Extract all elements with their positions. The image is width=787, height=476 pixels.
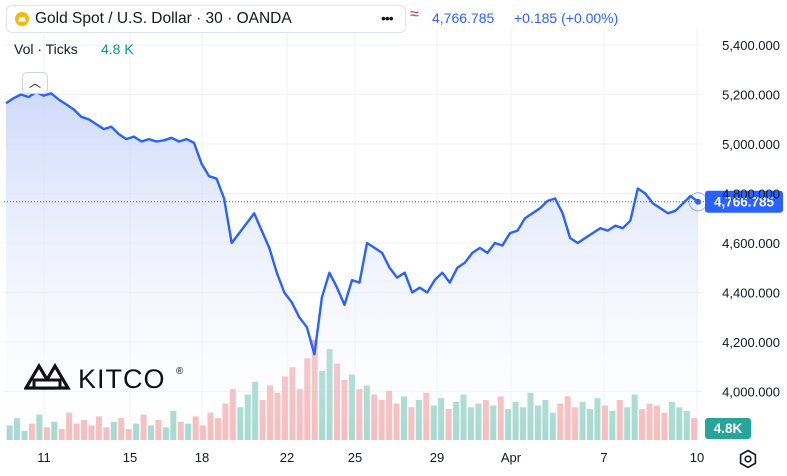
- x-tick-label: 25: [348, 450, 362, 465]
- volume-tag: [705, 418, 751, 439]
- price-line: [5, 90, 699, 356]
- last-price-dot: [695, 198, 701, 205]
- y-tick-label: 4,800.000: [722, 187, 780, 202]
- volume-tag-label: 4.8K: [714, 421, 743, 436]
- wave-icon[interactable]: ≈: [410, 6, 419, 23]
- x-tick-label: 15: [123, 450, 137, 465]
- svg-text:®: ®: [176, 366, 184, 377]
- x-tick-label: 11: [37, 450, 51, 465]
- x-tick-label: 10: [690, 450, 704, 465]
- y-tick-label: 4,400.000: [722, 286, 780, 301]
- kitco-logo-mark: KITCO ®: [23, 362, 184, 394]
- last-price-tag-label: 4,766.785: [714, 195, 775, 210]
- y-tick-label: 4,600.000: [722, 236, 780, 251]
- y-tick-label: 5,000.000: [722, 137, 780, 152]
- volume-legend-label[interactable]: Vol · Ticks: [14, 41, 78, 57]
- x-tick-label: Apr: [501, 450, 522, 465]
- last-price-value: 4,766.785: [432, 10, 495, 26]
- kitco-logo: KITCO ®: [23, 360, 194, 399]
- y-tick-label: 4,000.000: [722, 385, 780, 400]
- more-dots-icon[interactable]: •••: [381, 10, 394, 26]
- price-area: [6, 92, 698, 440]
- gear-icon[interactable]: [738, 449, 758, 469]
- gold-bar-icon: [15, 12, 29, 26]
- volume-legend-value: 4.8 K: [101, 41, 134, 57]
- x-tick-label: 7: [600, 450, 607, 465]
- x-tick-label: 29: [430, 450, 444, 465]
- price-axis: 5,400.000 5,200.000 5,000.000 4,800.000 4,60…: [722, 38, 780, 400]
- last-price-line: 4,766.785 4.8K: [4, 190, 783, 439]
- chevron-up-icon: ︿: [28, 76, 41, 90]
- symbol-title[interactable]: Gold Spot / U.S. Dollar · 30 · OANDA: [35, 10, 292, 27]
- svg-text:KITCO: KITCO: [78, 364, 166, 394]
- x-tick-label: 18: [195, 450, 209, 465]
- y-tick-label: 5,200.000: [722, 88, 780, 103]
- y-tick-label: 5,400.000: [722, 38, 780, 53]
- collapse-legend-button[interactable]: ︿: [22, 72, 48, 94]
- last-price-tag: [705, 190, 783, 213]
- price-change: +0.185 (+0.00%): [514, 10, 619, 26]
- x-tick-label: 22: [280, 450, 294, 465]
- time-axis: 11 15 18 22 25 29 Apr 7 10: [37, 450, 704, 465]
- y-tick-label: 4,200.000: [722, 335, 780, 350]
- symbol-legend[interactable]: Gold Spot / U.S. Dollar · 30 · OANDA •••: [6, 5, 406, 33]
